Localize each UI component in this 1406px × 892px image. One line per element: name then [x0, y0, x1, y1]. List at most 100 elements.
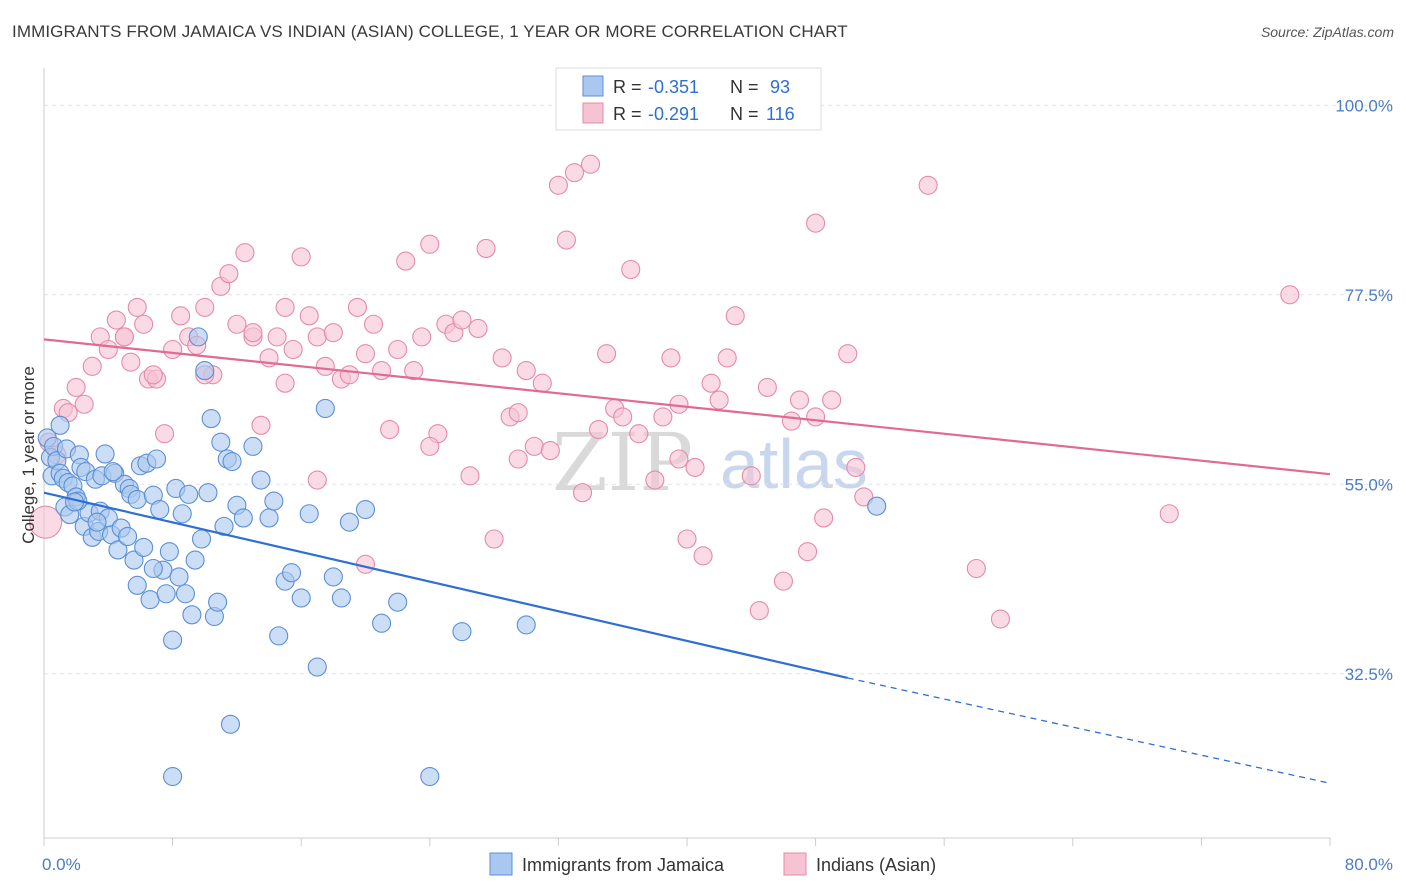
pink-point	[677, 529, 697, 549]
pink-point	[806, 213, 826, 233]
pink-point	[227, 314, 247, 334]
pink-point	[773, 571, 794, 591]
pink-point	[757, 377, 777, 397]
blue-point	[159, 542, 179, 562]
blue-point	[188, 327, 208, 347]
blue-point	[201, 409, 221, 429]
blue-point	[251, 470, 271, 490]
legend-r-label-2: R =	[613, 104, 642, 124]
blue-point	[339, 512, 359, 532]
blue-point	[163, 766, 183, 787]
pink-point	[854, 487, 874, 507]
pink-point	[315, 356, 335, 376]
pink-point	[460, 466, 480, 486]
pink-point	[693, 546, 713, 566]
y-axis-label: College, 1 year or more	[19, 366, 38, 544]
pink-point	[669, 449, 689, 469]
x-tick-label-1: 80.0%	[1345, 855, 1393, 874]
pink-point	[990, 609, 1011, 629]
watermark-atlas: atlas	[720, 425, 868, 503]
blue-point	[95, 444, 115, 464]
blue-point	[140, 590, 160, 610]
pink-point	[540, 441, 560, 461]
blue-point	[87, 512, 107, 532]
blue-point	[323, 567, 343, 587]
pink-point	[1280, 285, 1300, 305]
blue-point	[127, 575, 147, 595]
pink-point	[814, 508, 834, 528]
pink-point	[235, 243, 255, 263]
blue-point	[50, 415, 70, 435]
blue-point	[124, 550, 144, 570]
pink-point	[966, 558, 986, 579]
pink-point	[508, 449, 528, 469]
pink-point	[781, 411, 802, 431]
pink-point	[291, 247, 311, 267]
bottom-legend: Immigrants from Jamaica Indians (Asian)	[489, 852, 936, 876]
blue-point	[452, 622, 472, 642]
blue-point	[191, 529, 212, 549]
pink-point	[653, 407, 673, 427]
pink-point	[355, 344, 376, 364]
pink-point	[396, 251, 416, 271]
pink-point	[420, 436, 440, 456]
blue-point	[331, 588, 351, 608]
blue-point	[243, 436, 263, 456]
blue-point	[134, 537, 154, 557]
blue-point	[372, 613, 392, 633]
legend-n-value-2: 116	[766, 104, 795, 124]
blue-point	[172, 504, 192, 524]
pink-point	[74, 394, 94, 414]
blue-point	[214, 516, 234, 536]
pink-point	[749, 601, 769, 621]
blue-point	[291, 588, 311, 608]
pink-point	[114, 327, 134, 347]
trend-line-jamaica-extrapolated	[847, 677, 1331, 784]
pink-point	[243, 323, 263, 343]
legend: R = -0.351 N = 93 R = -0.291 N = 116	[555, 67, 822, 131]
pink-point	[1159, 504, 1179, 524]
trend-line-indians	[43, 338, 1331, 476]
blue-point	[185, 550, 205, 570]
blue-point	[269, 626, 289, 646]
pink-point	[121, 352, 141, 372]
y-tick-label-3: 100.0%	[1335, 96, 1393, 115]
pink-point	[347, 297, 368, 317]
pink-point	[155, 424, 175, 444]
trend-lines	[43, 338, 1331, 784]
pink-point	[524, 436, 544, 456]
blue-point	[182, 605, 202, 625]
pink-point	[741, 466, 761, 486]
pink-point	[597, 344, 617, 364]
pink-point	[219, 264, 239, 284]
pink-point	[548, 175, 568, 195]
legend-n-label-1: N =	[730, 77, 759, 97]
blue-point	[259, 508, 279, 528]
pink-point	[629, 424, 649, 444]
blue-point	[198, 483, 218, 503]
series-immigrants-jamaica	[37, 327, 887, 787]
blue-point	[103, 462, 123, 482]
blue-point	[516, 615, 536, 635]
bottom-legend-label-indians: Indians (Asian)	[816, 855, 936, 875]
y-tick-label-0: 32.5%	[1345, 665, 1393, 684]
blue-point	[307, 657, 327, 677]
blue-point	[108, 540, 128, 560]
blue-point	[211, 432, 231, 452]
blue-point	[127, 489, 147, 509]
pink-point	[613, 407, 633, 427]
blue-point	[175, 584, 196, 604]
pink-point	[846, 457, 866, 477]
pink-point	[420, 234, 440, 254]
pink-point	[476, 238, 496, 258]
pink-point	[645, 470, 665, 490]
pink-point	[580, 154, 601, 174]
blue-point	[208, 592, 228, 612]
pink-point	[275, 373, 295, 393]
pink-point	[307, 470, 327, 490]
blue-point	[264, 491, 284, 511]
blue-point	[355, 499, 376, 520]
pink-point	[275, 297, 295, 317]
tick-labels: 32.5% 55.0% 77.5% 100.0% 0.0% 80.0%	[42, 96, 1393, 874]
